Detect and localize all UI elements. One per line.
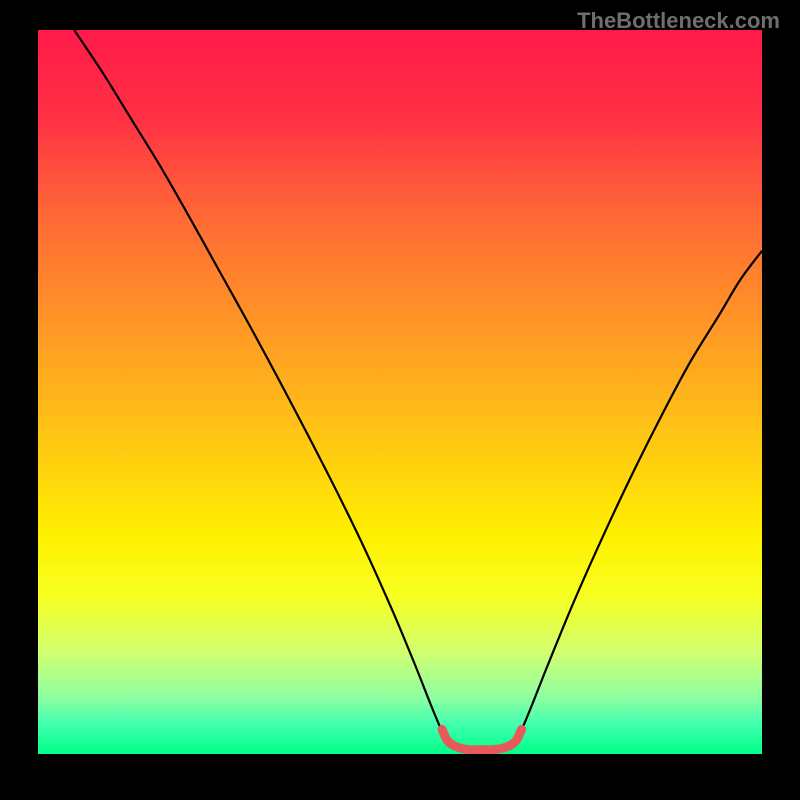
chart-container: TheBottleneck.com — [0, 0, 800, 800]
plot-area — [38, 30, 762, 754]
watermark-text: TheBottleneck.com — [577, 8, 780, 34]
chart-svg — [38, 30, 762, 754]
